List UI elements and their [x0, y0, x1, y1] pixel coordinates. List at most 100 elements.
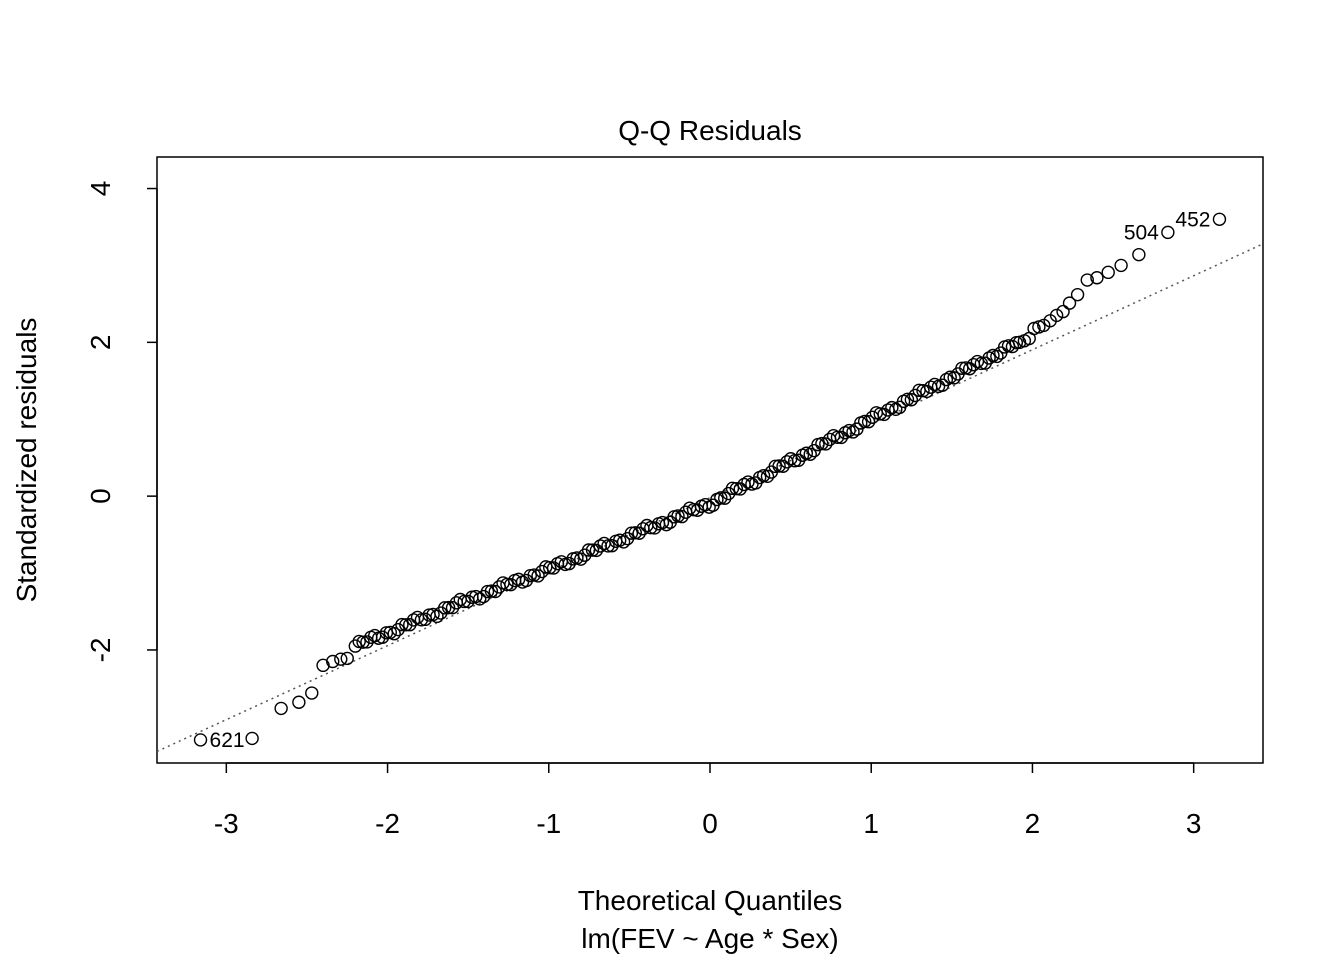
data-point: [469, 589, 483, 604]
data-point: [760, 469, 775, 484]
x-axis: -3 -2 -1 0 1 2 3: [214, 762, 1202, 839]
data-point: [776, 459, 790, 474]
data-point: [585, 543, 600, 557]
data-point: [877, 407, 891, 422]
data-point: [718, 491, 732, 505]
model-formula: lm(FEV ~ Age * Sex): [581, 923, 839, 954]
data-point: [500, 577, 514, 592]
data-point: [488, 584, 502, 599]
data-point: [725, 481, 740, 496]
data-point: [675, 509, 689, 524]
data-point: [414, 613, 429, 627]
data-point: [601, 539, 615, 553]
point-label: 621: [210, 729, 245, 752]
data-point: [632, 526, 646, 540]
data-point: [714, 491, 728, 505]
data-point: [733, 482, 747, 496]
data-point: [982, 351, 996, 365]
y-tick-label: 4: [85, 181, 116, 197]
plot-frame: [156, 156, 1264, 764]
data-point: [480, 584, 495, 599]
data-point: [193, 733, 208, 747]
x-tick-label: 0: [702, 808, 718, 839]
x-axis-label: Theoretical Quantiles: [578, 885, 843, 916]
data-point: [644, 520, 658, 535]
data-point: [819, 437, 833, 451]
data-point: [947, 371, 961, 385]
data-point: [1132, 247, 1146, 262]
data-point: [729, 481, 744, 496]
data-point: [511, 572, 526, 587]
data-point: [395, 617, 409, 632]
data-point: [815, 436, 829, 451]
data-point: [334, 652, 348, 666]
x-tick-label: 2: [1025, 808, 1041, 839]
data-point: [1212, 212, 1227, 226]
data-point: [1114, 258, 1128, 273]
data-point: [1056, 304, 1070, 319]
data-point: [368, 628, 382, 643]
data-point: [659, 517, 674, 532]
data-point: [399, 618, 413, 632]
data-point: [274, 701, 288, 716]
data-point: [846, 425, 860, 439]
data-point: [245, 731, 259, 746]
data-point: [430, 609, 444, 624]
data-point: [1161, 225, 1175, 240]
data-point: [457, 594, 471, 609]
data-point: [768, 459, 782, 474]
data-point: [1005, 339, 1020, 354]
data-point: [531, 569, 545, 583]
y-axis: -2 0 2 4: [85, 181, 158, 662]
y-tick-label: -2: [85, 637, 116, 662]
data-point: [830, 430, 845, 444]
data-point: [356, 635, 370, 649]
point-label: 504: [1124, 221, 1159, 244]
data-point: [1062, 296, 1077, 310]
qq-reference-line: [156, 243, 1264, 753]
data-point: [1101, 265, 1115, 280]
data-point: [326, 654, 340, 669]
data-point: [348, 639, 363, 653]
points: [193, 212, 1227, 747]
data-point: [628, 526, 642, 540]
data-point: [803, 447, 817, 461]
data-point: [387, 627, 401, 641]
data-point: [292, 695, 306, 709]
data-point: [589, 543, 604, 558]
x-tick-label: -1: [536, 808, 561, 839]
point-labels: 621 504 452: [210, 208, 1211, 752]
data-point: [1070, 287, 1085, 302]
x-tick-label: -3: [214, 808, 239, 839]
data-point: [445, 600, 460, 615]
x-tick-label: 3: [1186, 808, 1202, 839]
data-point: [1049, 308, 1064, 323]
data-point: [624, 526, 639, 540]
data-point: [904, 393, 919, 407]
data-point: [1090, 271, 1104, 285]
data-point: [772, 459, 786, 473]
data-point: [403, 618, 417, 632]
data-point: [574, 552, 588, 566]
data-point: [962, 362, 977, 376]
data-point: [1080, 273, 1094, 287]
data-point: [834, 430, 849, 445]
data-point: [861, 415, 876, 429]
data-point: [543, 561, 557, 575]
x-tick-label: -2: [375, 808, 400, 839]
data-point: [441, 600, 456, 615]
data-point: [873, 407, 887, 421]
data-point: [438, 601, 452, 615]
data-point: [581, 543, 596, 557]
y-tick-label: 0: [85, 488, 116, 504]
y-axis-label: Standardized residuals: [11, 318, 42, 603]
reference-line: [156, 243, 1264, 753]
data-point: [616, 535, 631, 549]
data-point: [900, 392, 915, 407]
data-point: [920, 384, 934, 399]
data-point: [857, 414, 872, 429]
data-point: [990, 349, 1004, 364]
y-tick-label: 2: [85, 335, 116, 351]
point-label: 452: [1175, 208, 1210, 231]
